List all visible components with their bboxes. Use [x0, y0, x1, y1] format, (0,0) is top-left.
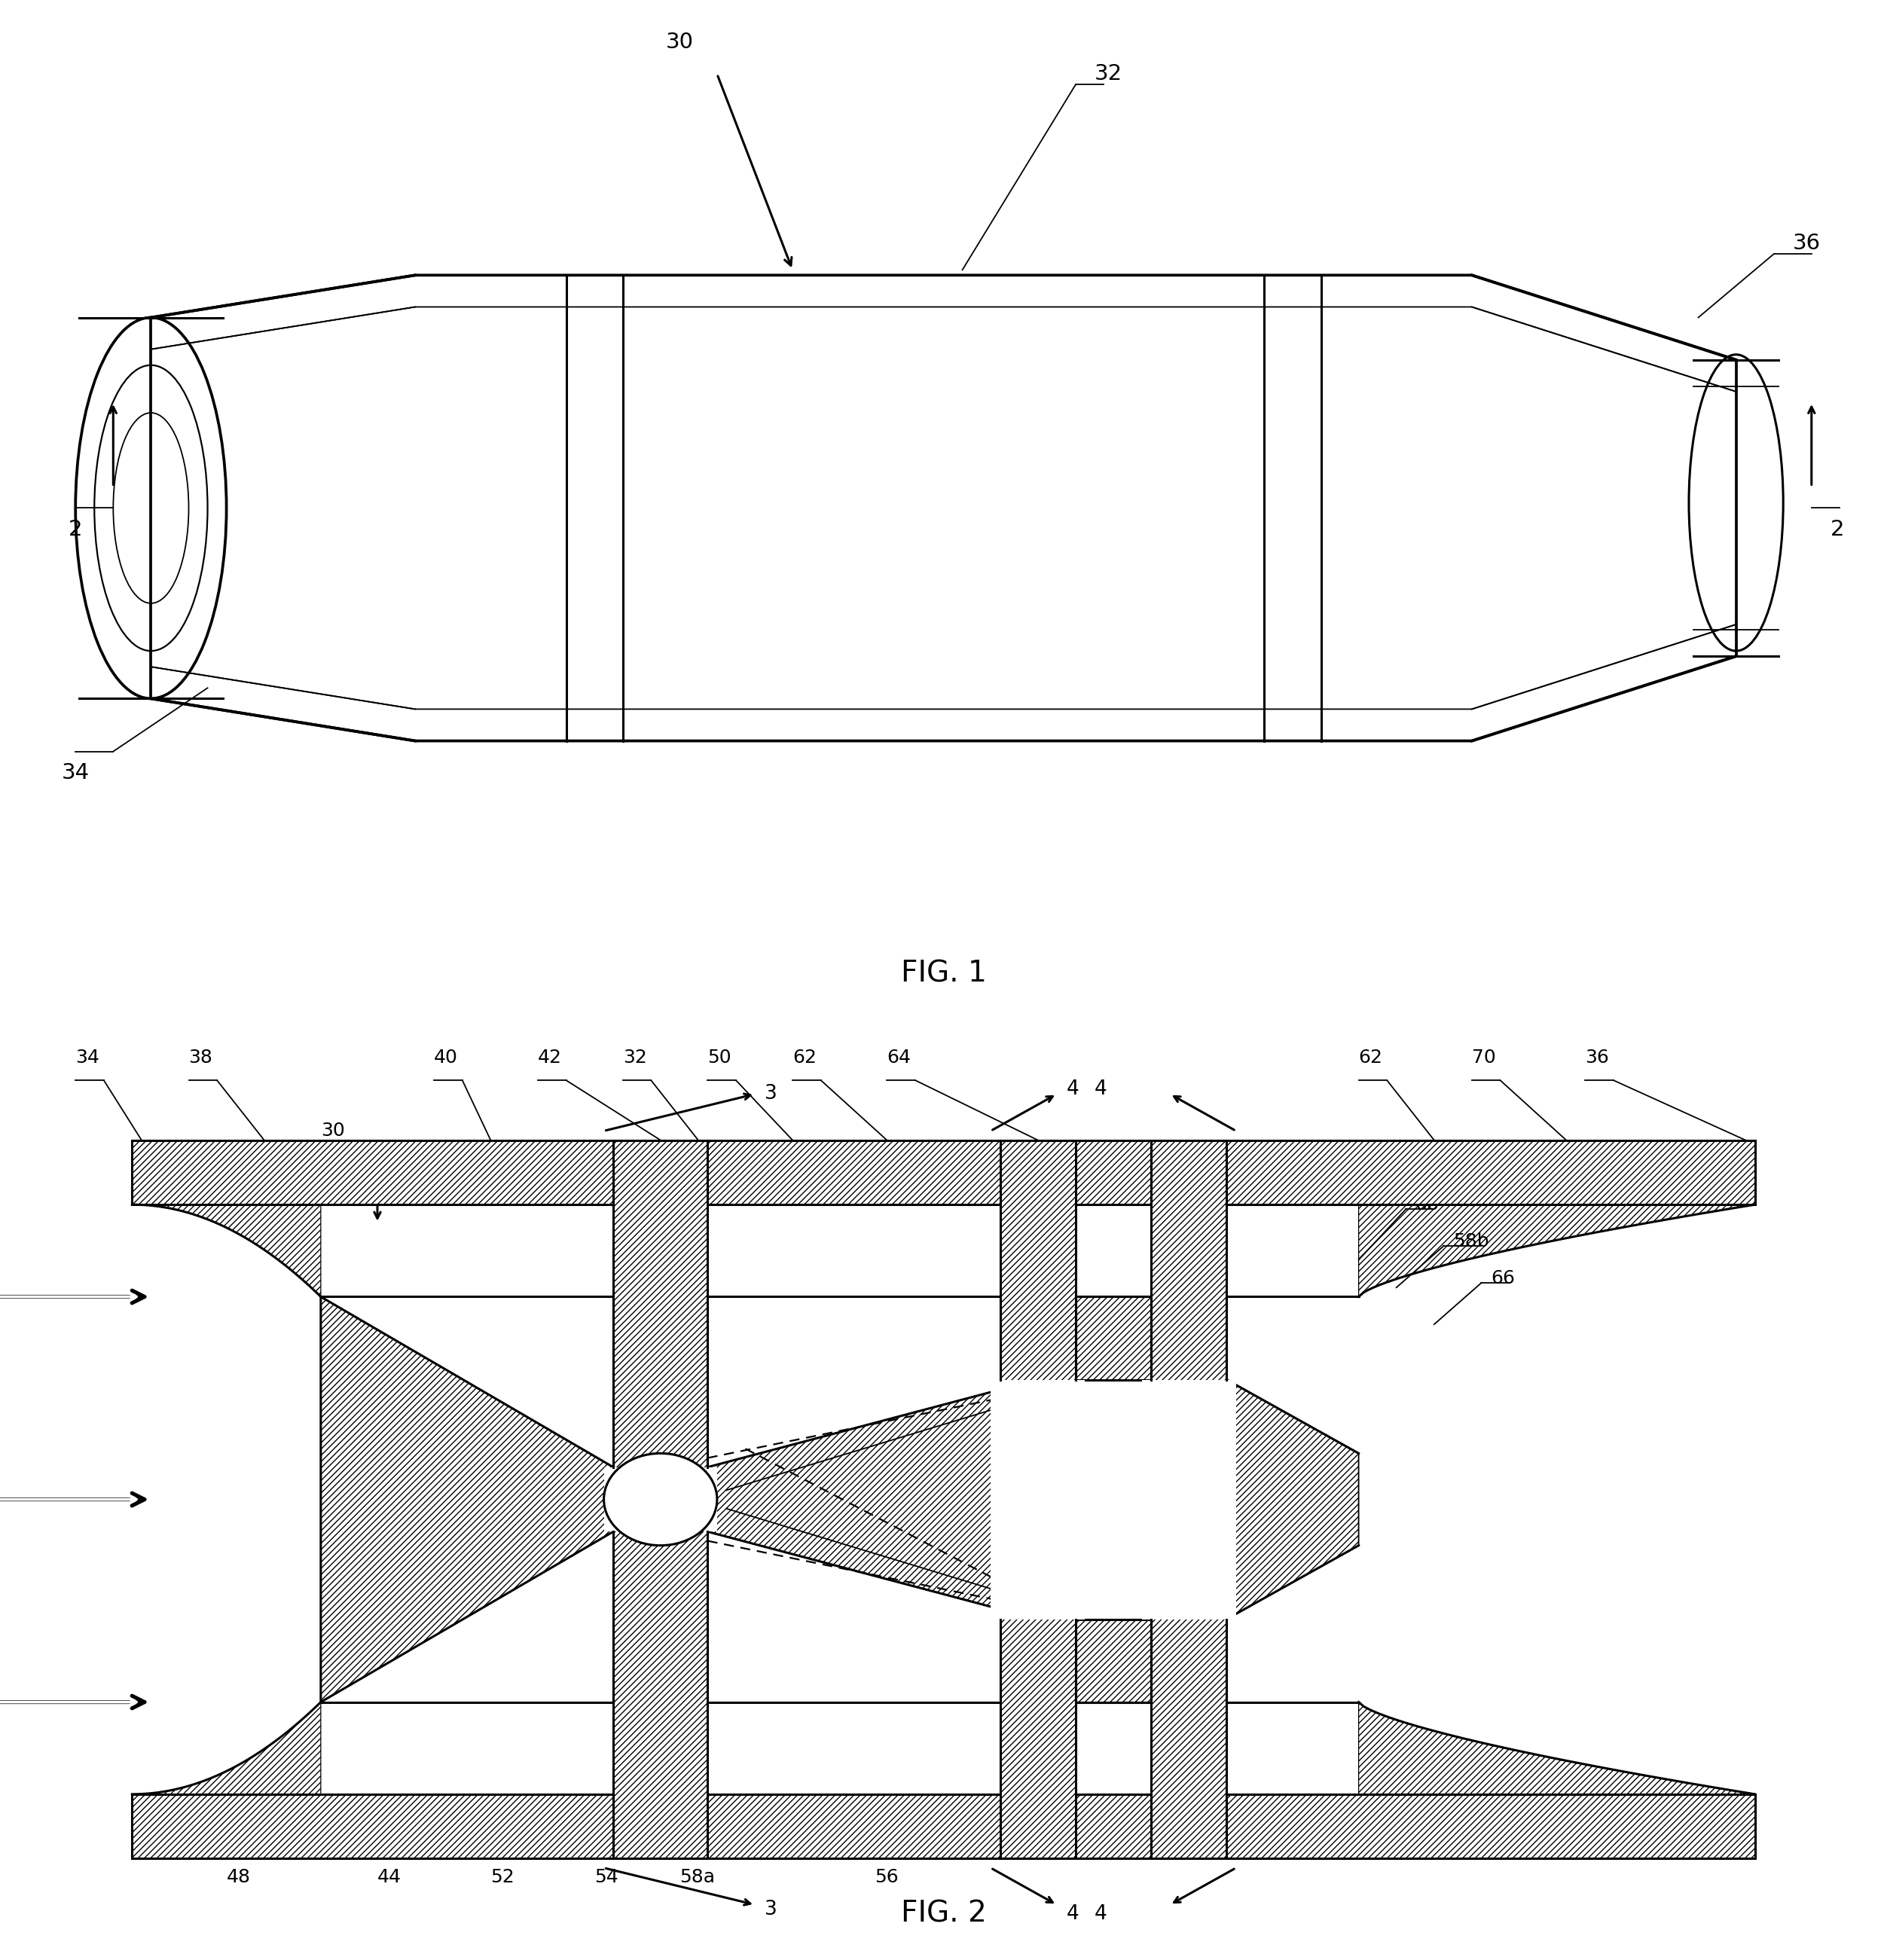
- Text: 4: 4: [1066, 1080, 1079, 1100]
- Bar: [1151, 1141, 1227, 1858]
- Ellipse shape: [604, 1454, 717, 1546]
- Bar: [1000, 1141, 1076, 1858]
- Bar: [1142, 1380, 1236, 1619]
- Text: 52: 52: [491, 1868, 515, 1886]
- Bar: [1076, 1619, 1151, 1701]
- Text: 40: 40: [434, 1049, 459, 1066]
- Bar: [132, 1141, 1755, 1205]
- Text: 2: 2: [1830, 519, 1844, 539]
- Text: 62: 62: [1359, 1049, 1383, 1066]
- Text: 30: 30: [666, 31, 693, 53]
- Text: 4: 4: [1066, 1905, 1079, 1923]
- Text: 54: 54: [594, 1868, 619, 1886]
- Text: 64: 64: [887, 1049, 911, 1066]
- Bar: [132, 1141, 1755, 1205]
- Text: 4: 4: [1094, 1905, 1108, 1923]
- Text: 62: 62: [793, 1049, 817, 1066]
- Text: 30: 30: [321, 1121, 345, 1141]
- Text: FIG. 2: FIG. 2: [900, 1899, 987, 1929]
- Bar: [132, 1793, 1755, 1858]
- Text: 2: 2: [68, 519, 83, 539]
- Text: 32: 32: [623, 1049, 647, 1066]
- Text: 36: 36: [1585, 1049, 1610, 1066]
- Text: 50: 50: [708, 1049, 732, 1066]
- Bar: [613, 1141, 708, 1858]
- Text: 68: 68: [1415, 1196, 1440, 1213]
- Text: 48: 48: [226, 1868, 251, 1886]
- Text: 4: 4: [1094, 1080, 1108, 1100]
- Text: 38: 38: [189, 1049, 213, 1066]
- Text: 34: 34: [62, 762, 89, 784]
- Bar: [1076, 1298, 1151, 1380]
- Text: 56: 56: [876, 1868, 898, 1886]
- Bar: [991, 1380, 1085, 1619]
- Bar: [1000, 1141, 1076, 1858]
- Text: 34: 34: [75, 1049, 100, 1066]
- Text: 58b: 58b: [1453, 1233, 1489, 1250]
- Bar: [613, 1141, 708, 1858]
- Text: 42: 42: [538, 1049, 562, 1066]
- Text: 3: 3: [764, 1084, 777, 1103]
- Bar: [1076, 1619, 1151, 1701]
- Text: 66: 66: [1491, 1270, 1515, 1288]
- Text: 3: 3: [764, 1899, 777, 1919]
- Bar: [1151, 1141, 1227, 1858]
- Text: FIG. 1: FIG. 1: [900, 958, 987, 988]
- Text: 32: 32: [1094, 63, 1123, 84]
- Bar: [1076, 1298, 1151, 1380]
- Text: 44: 44: [377, 1868, 402, 1886]
- Bar: [604, 1468, 717, 1531]
- Text: 70: 70: [1472, 1049, 1496, 1066]
- Bar: [132, 1793, 1755, 1858]
- Text: 58a: 58a: [679, 1868, 715, 1886]
- Text: 36: 36: [1793, 233, 1821, 255]
